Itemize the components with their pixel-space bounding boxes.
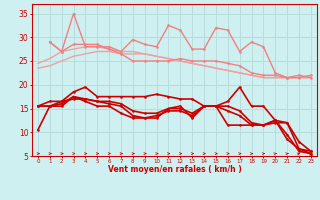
X-axis label: Vent moyen/en rafales ( km/h ): Vent moyen/en rafales ( km/h ) — [108, 165, 241, 174]
